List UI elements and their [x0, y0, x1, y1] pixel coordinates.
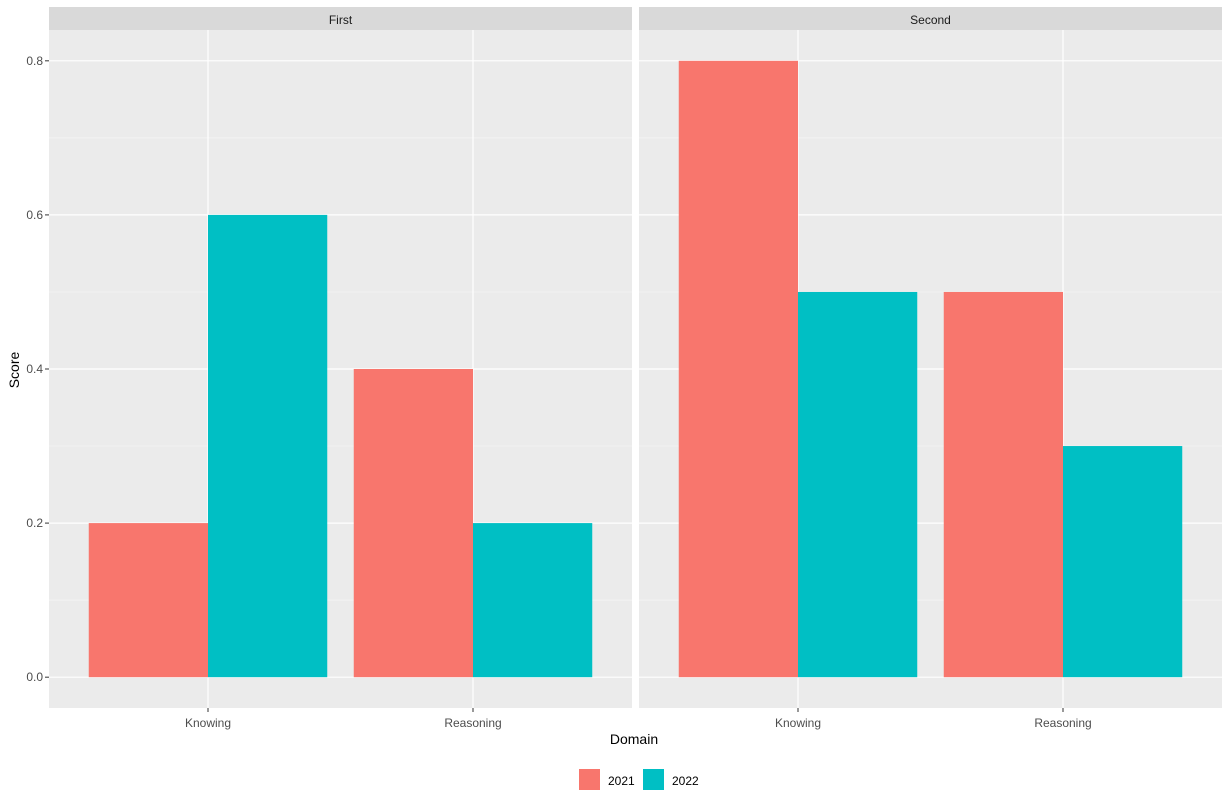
bar-first-reasoning-2021: [353, 369, 473, 678]
x-tick-label: Knowing: [185, 716, 231, 730]
x-tick-label: Knowing: [775, 716, 821, 730]
legend-item-2022: 2022: [643, 769, 699, 790]
y-tick-label: 0.6: [26, 208, 43, 222]
legend-label: 2022: [672, 774, 699, 788]
bar-first-knowing-2022: [208, 214, 328, 678]
y-tick-label: 0.8: [26, 54, 43, 68]
bar-second-knowing-2021: [678, 60, 798, 678]
y-axis: 0.0 0.2 0.4 0.6 0.8: [26, 54, 49, 684]
y-tick-label: 0.4: [26, 362, 43, 376]
facet-panels: First Knowing Reasoning Second Knowing Reason…: [49, 7, 1222, 730]
strip-background: [49, 7, 632, 30]
legend-key-swatch: [643, 769, 664, 790]
bar-first-knowing-2021: [88, 523, 208, 678]
x-tick-label: Reasoning: [444, 716, 501, 730]
facet-panel-first: First Knowing Reasoning: [49, 7, 632, 730]
bar-second-reasoning-2021: [943, 291, 1063, 678]
legend: 2021 2022: [579, 769, 699, 790]
y-tick-label: 0.0: [26, 670, 43, 684]
facet-strip-label: Second: [910, 13, 951, 27]
bar-second-knowing-2022: [798, 291, 918, 678]
legend-item-2021: 2021: [579, 769, 635, 790]
facet-panel-second: Second Knowing Reasoning: [639, 7, 1222, 730]
x-tick-label: Reasoning: [1034, 716, 1091, 730]
facet-strip-label: First: [329, 13, 353, 27]
bar-first-reasoning-2022: [473, 523, 593, 678]
y-tick-label: 0.2: [26, 516, 43, 530]
legend-key-swatch: [579, 769, 600, 790]
strip-background: [639, 7, 1222, 30]
legend-label: 2021: [608, 774, 635, 788]
x-axis-title: Domain: [610, 731, 658, 747]
y-axis-title: Score: [6, 352, 22, 389]
bar-second-reasoning-2022: [1063, 446, 1183, 678]
